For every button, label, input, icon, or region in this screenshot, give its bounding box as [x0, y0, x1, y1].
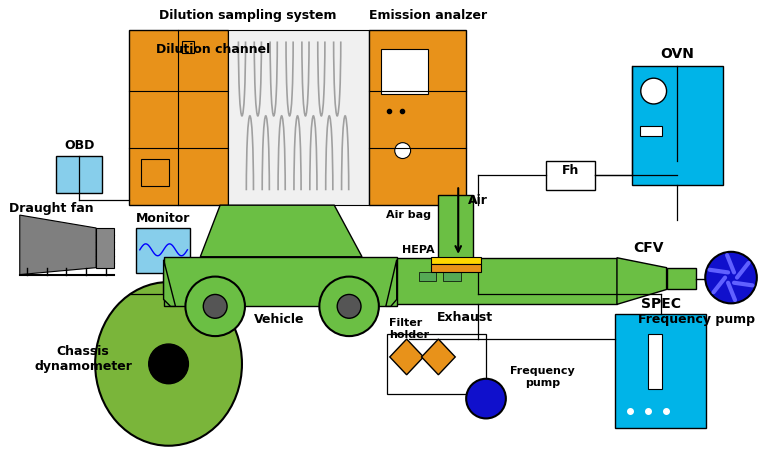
- Bar: [394, 258, 617, 304]
- Circle shape: [185, 277, 245, 336]
- Circle shape: [204, 294, 227, 318]
- Text: Monitor: Monitor: [135, 212, 190, 225]
- Text: CFV: CFV: [634, 241, 664, 255]
- Text: Draught fan: Draught fan: [9, 202, 94, 215]
- Bar: [419, 272, 436, 280]
- Circle shape: [319, 277, 379, 336]
- Bar: [381, 50, 429, 94]
- Bar: [667, 268, 697, 289]
- Text: Dilution sampling system: Dilution sampling system: [159, 9, 336, 22]
- Circle shape: [149, 344, 188, 384]
- Bar: [439, 195, 473, 265]
- Text: Frequency pump: Frequency pump: [637, 313, 755, 326]
- Bar: [387, 334, 486, 394]
- Circle shape: [705, 252, 756, 303]
- Bar: [545, 161, 595, 190]
- Text: Filter
holder: Filter holder: [389, 318, 429, 340]
- Bar: [96, 228, 114, 268]
- Bar: [647, 334, 661, 389]
- Polygon shape: [386, 260, 397, 306]
- Bar: [369, 30, 466, 205]
- Text: Exhaust: Exhaust: [437, 311, 493, 324]
- Text: Frequency
pump: Frequency pump: [510, 366, 575, 387]
- Bar: [432, 264, 481, 272]
- Bar: [443, 272, 462, 280]
- Text: Fh: Fh: [561, 164, 579, 177]
- Text: SPEC: SPEC: [641, 297, 680, 311]
- Bar: [136, 228, 190, 273]
- Text: Chassis
dynamometer: Chassis dynamometer: [35, 345, 132, 373]
- Bar: [183, 41, 194, 54]
- Text: OBD: OBD: [64, 139, 94, 152]
- Bar: [141, 158, 168, 186]
- Polygon shape: [164, 260, 176, 306]
- Bar: [632, 66, 723, 185]
- Text: Air: Air: [468, 194, 488, 207]
- Ellipse shape: [95, 282, 242, 446]
- Text: Vehicle: Vehicle: [254, 313, 305, 326]
- Circle shape: [395, 143, 411, 158]
- Circle shape: [641, 78, 667, 104]
- Bar: [615, 314, 707, 428]
- Polygon shape: [200, 205, 362, 257]
- Circle shape: [337, 294, 361, 318]
- Polygon shape: [390, 339, 423, 375]
- Bar: [640, 126, 661, 136]
- Bar: [164, 257, 397, 306]
- Circle shape: [466, 379, 506, 418]
- Text: HEPA: HEPA: [402, 245, 435, 255]
- Text: Air bag: Air bag: [386, 210, 431, 220]
- Text: Dilution channel: Dilution channel: [156, 43, 270, 56]
- Polygon shape: [20, 215, 96, 274]
- Polygon shape: [422, 339, 455, 375]
- Bar: [129, 30, 228, 205]
- Bar: [57, 156, 102, 193]
- Text: Emission analzer: Emission analzer: [369, 9, 488, 22]
- Bar: [228, 30, 369, 205]
- Text: OVN: OVN: [660, 47, 694, 61]
- Polygon shape: [617, 258, 667, 304]
- Bar: [432, 257, 481, 264]
